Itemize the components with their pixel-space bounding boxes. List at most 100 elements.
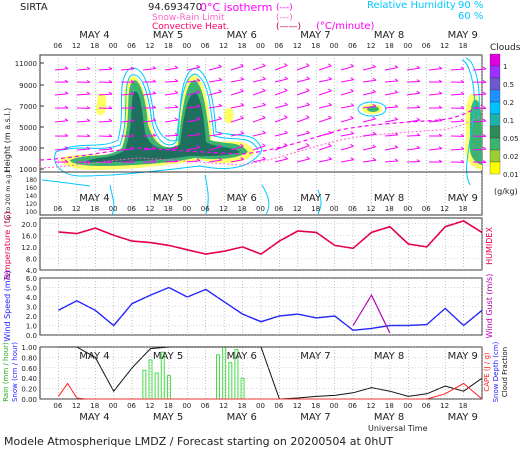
wind-arrow [406,67,420,71]
ytick-label: 20.0 [21,221,37,229]
wind-arrow [340,159,354,163]
site-name: SIRTA [20,2,48,13]
mid-hour-label: 00 [182,205,191,213]
mid-hour-label: 06 [201,205,210,213]
ytick-label: 16.0 [21,232,37,240]
mid-hour-label: 00 [403,205,412,213]
bottom-day-label: MAY 5 [153,412,183,423]
wind-arrow [274,65,288,71]
top-day-label: MAY 5 [153,30,183,41]
wind-arrow [54,93,68,96]
height-ylabel: Height (m a.s.l.) [3,108,12,173]
wind-arrow [186,146,200,151]
bottom-time-axis: 06 12 18 00 06 12 18 00 06 12 18 00 06 12 18 00 06 12 18 00… [53,351,478,423]
wind-arrow [186,118,200,123]
humidity-contours [41,57,480,216]
wind-arrow [186,66,200,71]
snow-depth-ylabel: Snow Depth (cm) [492,341,500,402]
legend-snow-rain: Snow-Rain Limit [152,13,225,23]
height-ytick-low: 160 [26,185,38,192]
bottom-hour-label: 18 [311,402,320,410]
mid-hour-label: 18 [459,205,468,213]
height-ylabel2: Up to 200 m a.g.l. [5,169,12,223]
colorbar-swatch [489,113,501,127]
top-hour-label: 18 [459,42,468,50]
legend-isotherm-sym: (---) [276,3,293,13]
wind-arrow [142,120,156,123]
wind-arrow [428,93,442,96]
wind-arrow [406,147,420,151]
wind-arrow [340,145,354,151]
wind-arrow [362,133,376,137]
colorbar-swatch [489,161,501,175]
top-hour-label: 18 [90,42,99,50]
wind-arrow [142,93,156,96]
wind-arrow [230,65,244,71]
wind-arrow [406,92,420,96]
wind-arrow [120,120,134,123]
rain-day-label: MAY 4 [79,351,109,362]
top-hour-label: 00 [330,42,339,50]
wind-arrow [186,134,200,137]
wind-arrow [230,104,244,109]
top-day-label: MAY 6 [227,30,257,41]
ytick-label: 5.0 [26,285,37,293]
top-hour-label: 12 [72,42,81,50]
wind-arrow [274,158,288,163]
wind-arrow [54,68,68,71]
wind-arrow [142,68,156,71]
top-day-label: MAY 9 [448,30,478,41]
wind-arrow [296,158,310,163]
colorbar-swatch [489,149,501,163]
footer-text: Modele Atmospherique LMDZ / Forecast sta… [4,435,393,448]
mid-hour-label: 12 [146,205,155,213]
wind-arrow [362,66,376,71]
top-hour-label: 06 [127,42,136,50]
colorbar-swatch [489,53,501,67]
top-hour-label: 00 [403,42,412,50]
wind-arrow [318,145,332,151]
cloud-field [60,75,482,170]
rain-day-label: MAY 9 [448,351,478,362]
wind-arrow [252,132,266,137]
wind-arrow [230,117,244,123]
bottom-day-label: MAY 6 [227,412,257,423]
mid-day-label: MAY 4 [79,193,109,204]
top-hour-label: 12 [219,42,228,50]
wind-arrow [230,145,244,151]
colorbar-label: 0.05 [503,135,519,143]
wind-arrow [164,67,178,71]
top-hour-label: 12 [440,42,449,50]
mid-day-label: MAY 8 [374,193,404,204]
wind-arrow [164,147,178,151]
top-hour-label: 00 [256,42,265,50]
wind-arrow [384,147,398,151]
bottom-hour-label: 18 [90,402,99,410]
wind-arrow [54,120,68,123]
wind-arrow [384,92,398,96]
top-hour-label: 18 [238,42,247,50]
wind-arrow [186,91,200,96]
legend-conv-sym: (——) [276,22,301,32]
colorbar-label: 0.2 [503,99,514,107]
ytick-label: 1.00 [21,344,37,352]
wind-arrow [230,132,244,137]
wind-arrow [274,132,288,137]
wind-arrow [274,117,288,123]
wind-arrow [252,104,266,109]
wind-arrow [318,78,332,83]
bottom-hour-label: 12 [72,402,81,410]
mid-day-label: MAY 7 [300,193,330,204]
site-coords: 94.693470 [148,2,202,13]
mid-hour-label: 06 [348,205,357,213]
height-ytick-low: 140 [26,193,38,200]
bottom-hour-label: 12 [367,402,376,410]
rain-day-label: MAY 5 [153,351,183,362]
height-ytick-low: 100 [26,209,38,216]
colorbar-swatch [489,89,501,103]
wind-arrow [208,105,222,109]
wind-arrow [76,148,91,151]
wind-arrow [450,120,464,123]
top-hour-label: 06 [274,42,283,50]
